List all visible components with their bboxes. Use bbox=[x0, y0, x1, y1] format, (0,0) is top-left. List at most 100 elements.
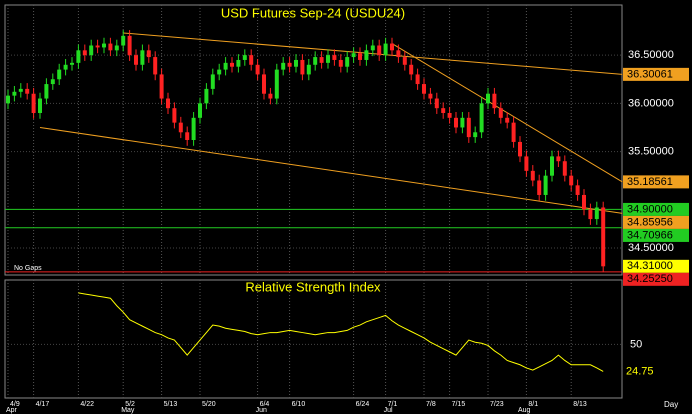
candle-body bbox=[153, 57, 158, 75]
month-label: Aug bbox=[518, 407, 531, 414]
candle-body bbox=[588, 209, 593, 220]
x-tick-label: 7/15 bbox=[452, 401, 466, 408]
candle-body bbox=[294, 59, 298, 67]
value-box-label: 36.30061 bbox=[627, 68, 673, 80]
value-box bbox=[623, 175, 689, 189]
month-label: Jun bbox=[256, 407, 267, 414]
x-tick-label: 7/8 bbox=[426, 401, 436, 408]
x-tick-label: 6/4 bbox=[260, 401, 270, 408]
candle-body bbox=[434, 98, 439, 109]
candle-body bbox=[473, 132, 478, 138]
candle-body bbox=[210, 74, 215, 89]
candle-body bbox=[524, 156, 529, 171]
x-tick-label: 8/13 bbox=[573, 401, 587, 408]
candle-body bbox=[114, 45, 119, 51]
candle-body bbox=[44, 84, 49, 99]
rsi-title: Relative Strength Index bbox=[245, 279, 381, 294]
candle-body bbox=[255, 64, 260, 75]
candle-body bbox=[326, 55, 330, 63]
x-tick-label: 4/9 bbox=[10, 401, 20, 408]
x-tick-label: 5/13 bbox=[164, 401, 178, 408]
candle-body bbox=[345, 57, 350, 67]
value-box bbox=[623, 272, 689, 286]
value-box bbox=[623, 67, 689, 81]
candle-body bbox=[70, 62, 74, 65]
candle-body bbox=[537, 180, 542, 195]
candle-body bbox=[268, 93, 273, 99]
value-box-label: 34.90000 bbox=[627, 203, 673, 215]
candle-body bbox=[466, 117, 471, 138]
candle-body bbox=[594, 207, 599, 220]
value-box-label: 35.18561 bbox=[627, 176, 673, 188]
candle-body bbox=[377, 45, 382, 56]
month-label: Apr bbox=[6, 407, 18, 414]
candle-body bbox=[332, 55, 337, 60]
value-box-label: 34.70966 bbox=[627, 229, 673, 241]
candle-body bbox=[530, 170, 535, 181]
value-box bbox=[623, 259, 689, 273]
y-tick-label: 35.50000 bbox=[628, 145, 674, 157]
candle-body bbox=[223, 62, 228, 70]
rsi-value-box bbox=[623, 365, 651, 378]
candle-body bbox=[178, 122, 183, 133]
candle-body bbox=[313, 57, 318, 65]
candle-body bbox=[172, 108, 177, 123]
candle-body bbox=[428, 93, 433, 99]
price-panel bbox=[4, 4, 623, 276]
candle-body bbox=[185, 132, 190, 140]
candle-body bbox=[370, 45, 375, 51]
candle-body bbox=[76, 50, 81, 63]
y-tick-label: 50 bbox=[630, 338, 642, 350]
candle-body bbox=[402, 57, 407, 65]
candle-body bbox=[204, 88, 209, 104]
candle-body bbox=[390, 43, 394, 51]
candle-body bbox=[358, 53, 362, 60]
candle-body bbox=[498, 108, 503, 118]
candle-body bbox=[6, 95, 10, 104]
trendline bbox=[39, 126, 623, 214]
value-box bbox=[623, 228, 689, 242]
candle-body bbox=[409, 64, 414, 75]
candle-body bbox=[230, 62, 234, 67]
y-tick-label: 36.50000 bbox=[628, 49, 674, 61]
candle-body bbox=[582, 194, 586, 210]
x-axis-label: Day bbox=[664, 400, 678, 409]
candle-body bbox=[447, 113, 452, 118]
x-tick-label: 4/17 bbox=[36, 401, 50, 408]
value-box-label: 34.31000 bbox=[627, 260, 673, 272]
value-box-label: 34.25250 bbox=[627, 273, 673, 285]
candle-body bbox=[575, 185, 580, 195]
y-tick-label: 36.00000 bbox=[628, 97, 674, 109]
candle-body bbox=[31, 93, 36, 113]
x-tick-label: 7/23 bbox=[490, 401, 504, 408]
candle-body bbox=[319, 57, 324, 63]
chart-title: USD Futures Sep-24 (USDU24) bbox=[221, 5, 405, 20]
candle-body bbox=[543, 175, 548, 195]
candle-body bbox=[127, 35, 132, 56]
candle-body bbox=[108, 43, 113, 51]
candle-body bbox=[351, 53, 356, 58]
annotation: No Gaps bbox=[14, 265, 42, 272]
candle-body bbox=[492, 93, 497, 109]
candle-body bbox=[50, 79, 55, 85]
candle-body bbox=[102, 43, 106, 48]
value-box bbox=[623, 215, 689, 229]
rsi-value-label: 24.75 bbox=[626, 365, 654, 377]
rsi-panel bbox=[4, 279, 623, 399]
x-tick-label: 4/22 bbox=[80, 401, 94, 408]
candle-body bbox=[121, 35, 126, 46]
candle-body bbox=[217, 69, 222, 75]
candle-body bbox=[556, 156, 561, 162]
candle-body bbox=[511, 122, 516, 142]
x-tick-label: 8/1 bbox=[528, 401, 538, 408]
candle-body bbox=[166, 98, 170, 109]
candle-body bbox=[134, 55, 138, 65]
candle-body bbox=[146, 50, 151, 58]
candle-body bbox=[569, 175, 574, 186]
candle-body bbox=[198, 103, 202, 118]
candle-body bbox=[38, 98, 42, 113]
candle-body bbox=[262, 74, 266, 94]
candle-body bbox=[415, 74, 420, 85]
candle-body bbox=[63, 64, 68, 70]
x-tick-label: 6/10 bbox=[292, 401, 306, 408]
